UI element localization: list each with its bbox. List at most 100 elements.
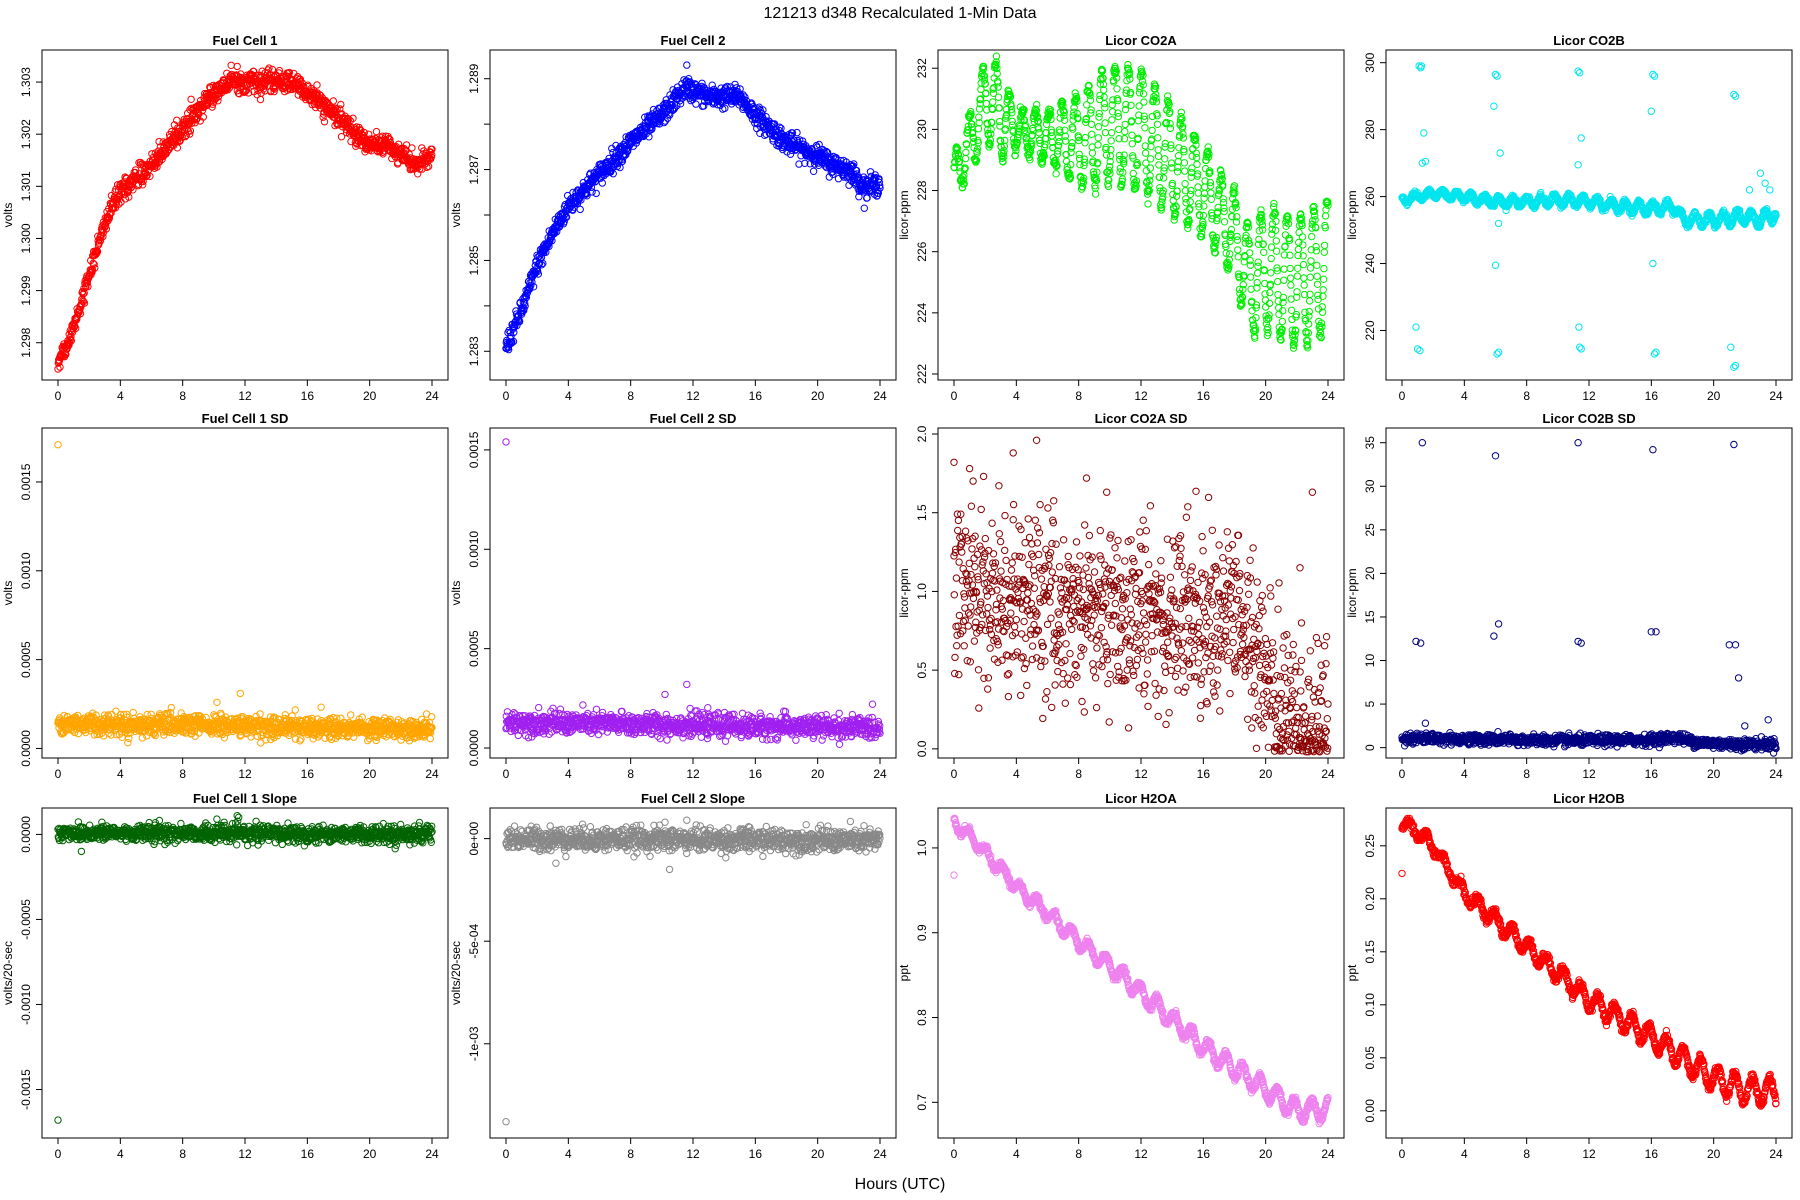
x-axis-label: Hours (UTC) [855, 1176, 946, 1193]
data-point [192, 116, 200, 124]
x-tick-label: 4 [1461, 389, 1468, 403]
data-point [72, 324, 80, 333]
data-point [1261, 296, 1270, 304]
data-point [1286, 274, 1295, 282]
data-point-outlier [1577, 345, 1585, 353]
data-point [1247, 273, 1255, 281]
data-point [1177, 108, 1186, 117]
data-point [1298, 233, 1307, 241]
data-point [408, 144, 416, 152]
y-tick-label: 0.0015 [19, 463, 33, 500]
panel-title: Licor CO2A [1105, 33, 1177, 48]
data-point [860, 204, 868, 212]
data-point [115, 200, 123, 208]
data-point [1272, 237, 1281, 245]
data-points [1398, 62, 1780, 371]
x-tick-label: 0 [503, 389, 510, 403]
data-point [1193, 160, 1201, 169]
x-tick-label: 16 [749, 389, 763, 403]
x-tick-label: 20 [1707, 389, 1721, 403]
data-point [1101, 128, 1110, 137]
data-point [124, 739, 132, 747]
y-tick-label: 222 [915, 364, 929, 384]
data-point-outlier [1731, 92, 1740, 100]
y-tick-label: 0.0005 [19, 641, 33, 678]
data-point-outlier [1730, 90, 1738, 99]
data-point [1113, 85, 1121, 93]
y-tick-label: 260 [1363, 186, 1377, 206]
x-tick-label: 4 [1013, 389, 1020, 403]
x-tick-label: 0 [55, 767, 62, 781]
data-point [214, 97, 222, 105]
data-point [101, 221, 110, 230]
data-point [1293, 272, 1302, 280]
data-point [1088, 149, 1097, 157]
data-point [1267, 269, 1275, 277]
data-points [54, 61, 436, 373]
data-point [244, 89, 253, 97]
data-point [91, 264, 99, 272]
data-point [994, 93, 1003, 101]
data-point [1061, 137, 1070, 145]
data-point-outlier [1730, 363, 1738, 371]
data-point [1246, 261, 1255, 269]
data-point [1280, 276, 1288, 284]
data-point [974, 125, 983, 133]
y-tick-label: 226 [915, 241, 929, 261]
data-point [1234, 253, 1242, 261]
data-point [1180, 159, 1189, 167]
data-point [199, 113, 208, 121]
data-point [253, 90, 261, 99]
data-point-outlier [1649, 70, 1657, 79]
y-tick-label: 300 [1363, 52, 1377, 72]
x-tick-label: 24 [1769, 389, 1783, 403]
data-point [173, 116, 181, 125]
data-point [1275, 310, 1283, 318]
data-point [93, 248, 102, 256]
data-point [1199, 211, 1208, 220]
data-point [1280, 265, 1288, 273]
x-tick-label: 4 [117, 389, 124, 403]
data-point [1168, 164, 1176, 172]
data-point [1254, 258, 1262, 266]
y-axis-label: licor-ppm [1345, 190, 1359, 239]
y-tick-label: 240 [1363, 253, 1377, 273]
y-tick-label: 1.302 [19, 119, 33, 149]
data-point [961, 154, 970, 163]
x-tick-label: 24 [1321, 389, 1335, 403]
data-point [1121, 127, 1129, 136]
x-tick-label: 8 [1523, 389, 1530, 403]
data-point-outlier [1756, 169, 1765, 177]
data-point [56, 363, 64, 371]
data-point [982, 99, 990, 108]
x-tick-label: 16 [1645, 389, 1659, 403]
data-point [1153, 120, 1162, 129]
data-point [1140, 98, 1148, 106]
data-point [1141, 124, 1149, 132]
data-point [1262, 303, 1270, 311]
x-tick-label: 12 [238, 389, 252, 403]
data-point [1305, 307, 1314, 316]
data-point-outlier [1491, 261, 1500, 269]
x-tick-label: 0 [951, 389, 958, 403]
data-point [1101, 119, 1109, 127]
data-point [1300, 281, 1308, 289]
data-point [1259, 240, 1268, 248]
data-point-outlier [1731, 361, 1740, 370]
data-point [1094, 123, 1103, 131]
data-point-outlier [1652, 348, 1660, 356]
y-tick-label: 1.299 [19, 275, 33, 305]
data-point [181, 132, 190, 141]
data-point [67, 337, 76, 345]
x-tick-label: 12 [686, 389, 700, 403]
data-point [1265, 299, 1274, 308]
y-axis-label: volts [1, 203, 15, 228]
x-tick-label: 12 [1134, 389, 1148, 403]
data-point [1128, 140, 1137, 148]
x-tick-label: 16 [301, 389, 315, 403]
data-point [1321, 212, 1330, 220]
data-point [1320, 241, 1329, 250]
